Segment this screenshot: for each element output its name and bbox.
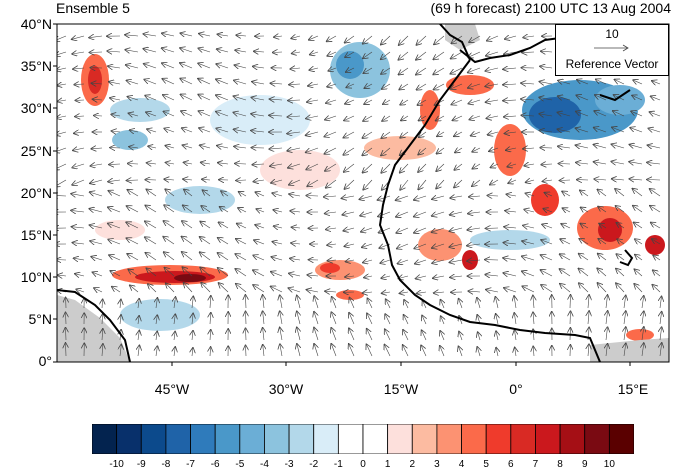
anomaly-blob (364, 136, 436, 160)
reference-vector-label: Reference Vector (556, 57, 668, 71)
colorbar-swatch (215, 424, 240, 454)
colorbar-label: 2 (409, 459, 415, 470)
colorbar-label: -9 (137, 459, 146, 470)
anomaly-blob (95, 220, 145, 240)
colorbar-label: -6 (211, 459, 220, 470)
anomaly-blob (88, 66, 102, 94)
anomaly-blob (529, 97, 581, 133)
colorbar-label: 5 (483, 459, 489, 470)
colorbar-swatch (117, 424, 142, 454)
colorbar-swatch (314, 424, 339, 454)
colorbar-swatch (437, 424, 462, 454)
colorbar-label: 6 (508, 459, 514, 470)
colorbar-swatch (486, 424, 511, 454)
x-tick-label: 45°W (155, 381, 189, 397)
colorbar-label: 1 (385, 459, 391, 470)
colorbar-swatch (585, 424, 610, 454)
colorbar-swatch (535, 424, 560, 454)
reference-vector-magnitude: 10 (556, 27, 668, 41)
anomaly-blob (174, 274, 206, 282)
anomaly-blob (470, 230, 550, 250)
anomaly-blob (110, 98, 170, 122)
x-tick-label: 30°W (269, 381, 303, 397)
colorbar-label: -4 (260, 459, 269, 470)
colorbar-label: 9 (582, 459, 588, 470)
colorbar-swatch (609, 424, 634, 454)
y-tick-label: 15°N (0, 227, 52, 243)
colorbar-label: 7 (533, 459, 539, 470)
colorbar-swatch (92, 424, 117, 454)
colorbar-swatch (289, 424, 314, 454)
colorbar-label: 8 (557, 459, 563, 470)
colorbar-label: -1 (334, 459, 343, 470)
x-tick-label: 15°W (384, 381, 418, 397)
anomaly-blob (598, 218, 622, 242)
anomaly-blob (462, 250, 478, 270)
colorbar-label: 4 (459, 459, 465, 470)
y-tick-label: 30°N (0, 100, 52, 116)
colorbar-label: 0 (360, 459, 366, 470)
colorbar-swatch (388, 424, 413, 454)
colorbar-label: 10 (604, 459, 615, 470)
colorbar-swatch (166, 424, 191, 454)
colorbar-label: -7 (186, 459, 195, 470)
colorbar-label: 3 (434, 459, 440, 470)
colorbar-swatch (462, 424, 487, 454)
anomaly-blob (120, 299, 200, 331)
colorbar-label: -10 (109, 459, 123, 470)
anomaly-blob (531, 184, 559, 216)
colorbar-label: -3 (285, 459, 294, 470)
y-tick-label: 40°N (0, 16, 52, 32)
y-tick-label: 25°N (0, 143, 52, 159)
colorbar-label: -8 (161, 459, 170, 470)
colorbar-swatch (511, 424, 536, 454)
y-tick-label: 5°N (0, 311, 52, 327)
anomaly-blob (626, 329, 654, 341)
anomaly-blob (645, 235, 665, 255)
colorbar-label: -2 (309, 459, 318, 470)
colorbar-swatch (141, 424, 166, 454)
colorbar-label: -5 (235, 459, 244, 470)
y-tick-label: 20°N (0, 185, 52, 201)
colorbar-swatch (338, 424, 363, 454)
colorbar-swatch (363, 424, 388, 454)
anomaly-blob (420, 90, 440, 130)
reference-arrow-icon (592, 43, 632, 53)
reference-vector-legend: 10 Reference Vector (555, 24, 669, 76)
anomaly-blob (260, 150, 340, 190)
colorbar-swatch (191, 424, 216, 454)
colorbar-swatch (560, 424, 585, 454)
x-tick-label: 0° (509, 381, 522, 397)
colorbar (92, 424, 634, 454)
anomaly-blob (418, 229, 462, 261)
y-tick-label: 35°N (0, 58, 52, 74)
colorbar-swatch (412, 424, 437, 454)
x-tick-label: 15°E (618, 381, 649, 397)
anomaly-blob (595, 85, 645, 115)
colorbar-swatch (264, 424, 289, 454)
anomaly-blob (446, 75, 494, 95)
anomaly-blob (336, 51, 364, 79)
y-tick-label: 0° (0, 353, 52, 369)
anomaly-blob (320, 263, 340, 273)
y-tick-label: 10°N (0, 269, 52, 285)
anomaly-blob (210, 95, 310, 145)
colorbar-swatch (240, 424, 265, 454)
anomaly-blob (494, 124, 526, 176)
